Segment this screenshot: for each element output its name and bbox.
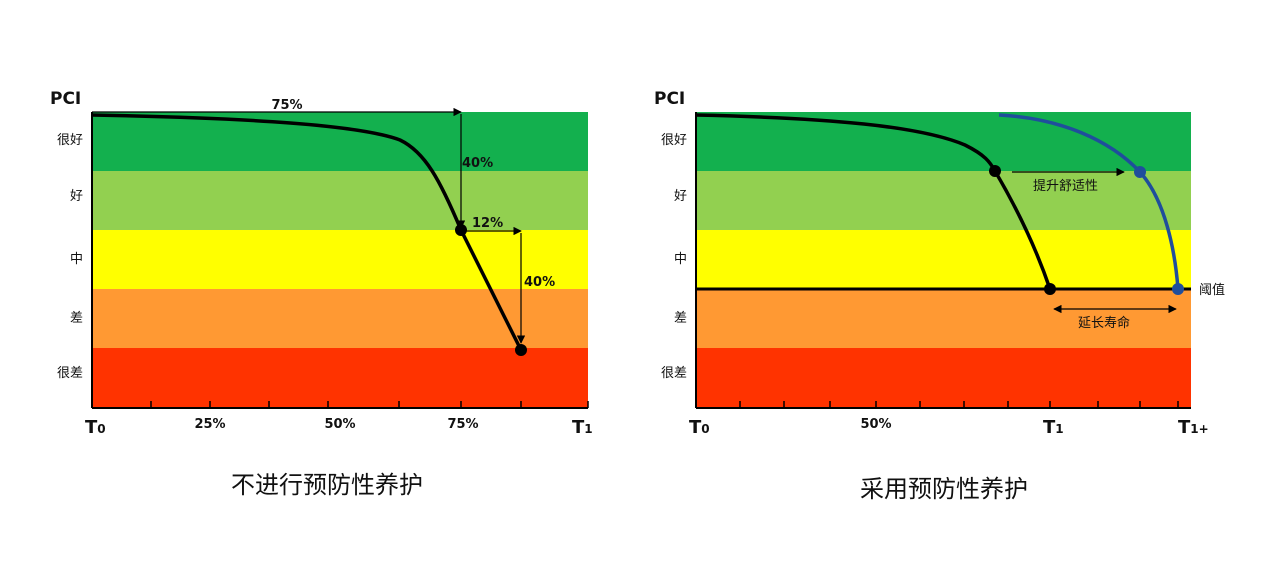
right-band-very-poor xyxy=(696,348,1191,407)
right-bands xyxy=(696,112,1191,407)
left-caption: 不进行预防性养护 xyxy=(231,471,423,499)
right-x-tick-marks xyxy=(739,401,1179,408)
right-label-comfort: 提升舒适性 xyxy=(1033,178,1098,194)
left-tick-50: 50% xyxy=(324,417,355,432)
right-tick-t0: T0 xyxy=(689,417,710,438)
right-label-threshold: 阈值 xyxy=(1199,282,1225,298)
left-degradation-curve xyxy=(91,113,523,351)
right-band-fair xyxy=(696,230,1191,289)
left-band-fair xyxy=(92,230,588,289)
right-caption: 采用预防性养护 xyxy=(860,475,1028,503)
right-band-poor xyxy=(696,289,1191,348)
right-band-label-good: 好 xyxy=(674,189,687,204)
left-x-tick-marks xyxy=(150,401,589,408)
right-y-title: PCI xyxy=(654,89,685,109)
left-band-label-very-good: 很好 xyxy=(57,133,83,148)
left-y-title: PCI xyxy=(50,89,81,109)
left-bands xyxy=(92,112,588,407)
left-band-label-fair: 中 xyxy=(70,252,83,267)
left-band-poor xyxy=(92,289,588,348)
left-band-very-good xyxy=(92,112,588,171)
left-band-good xyxy=(92,171,588,230)
right-tick-50: 50% xyxy=(860,417,891,432)
right-tick-t1: T1 xyxy=(1043,417,1064,438)
left-panel: PCI 很好 好 中 差 很差 T0 25% 50% 75% T1 75% 40… xyxy=(50,89,593,499)
left-label-12: 12% xyxy=(472,216,503,231)
left-label-75: 75% xyxy=(271,98,302,113)
left-band-label-good: 好 xyxy=(70,189,83,204)
right-point-t1 xyxy=(1044,283,1056,295)
left-band-very-poor xyxy=(92,348,588,407)
right-band-label-poor: 差 xyxy=(674,311,687,326)
left-label-40b: 40% xyxy=(524,275,555,290)
left-point-end xyxy=(515,344,527,356)
right-band-label-very-good: 很好 xyxy=(661,133,687,148)
right-band-very-good xyxy=(696,112,1191,171)
right-point-improved xyxy=(1134,166,1146,178)
right-tick-t1plus: T1+ xyxy=(1178,417,1209,438)
left-point-mid xyxy=(455,224,467,236)
left-label-40a: 40% xyxy=(462,156,493,171)
left-band-label-very-poor: 很差 xyxy=(57,366,83,381)
right-band-good xyxy=(696,171,1191,230)
right-point-intervention xyxy=(989,165,1001,177)
right-degradation-curve xyxy=(695,113,1052,290)
left-tick-t1: T1 xyxy=(572,417,593,438)
right-label-extend: 延长寿命 xyxy=(1078,315,1130,331)
right-point-t1plus xyxy=(1172,283,1184,295)
right-band-label-very-poor: 很差 xyxy=(661,366,687,381)
left-tick-t0: T0 xyxy=(85,417,106,438)
right-band-label-fair: 中 xyxy=(674,252,687,267)
left-band-label-poor: 差 xyxy=(70,311,83,326)
left-tick-25: 25% xyxy=(194,417,225,432)
right-panel: PCI 很好 好 中 差 很差 T0 50% T1 T1+ 提升舒适性 阈值 延… xyxy=(654,89,1225,503)
left-tick-75: 75% xyxy=(447,417,478,432)
